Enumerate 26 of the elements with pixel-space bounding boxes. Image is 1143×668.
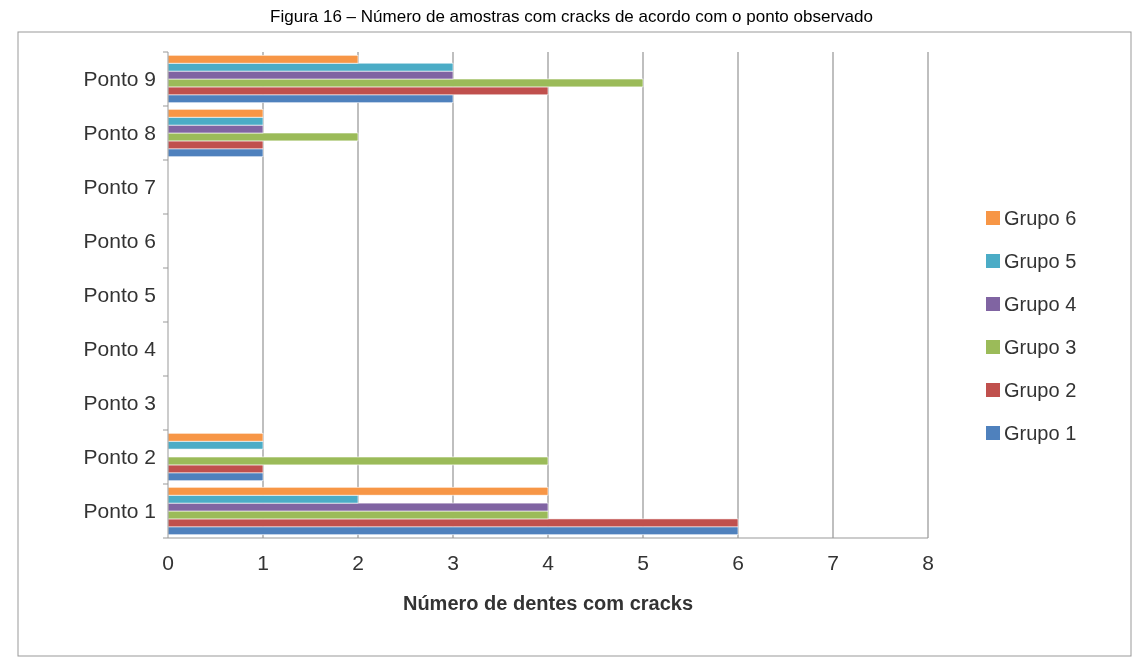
x-tick-label: 4 <box>542 551 555 574</box>
legend-label: Grupo 1 <box>1004 422 1077 444</box>
y-tick-label: Ponto 5 <box>83 283 156 307</box>
x-tick-label: 5 <box>637 551 649 574</box>
x-tick-label: 0 <box>162 551 174 574</box>
y-tick-label: Ponto 8 <box>83 121 156 145</box>
x-tick-label: 2 <box>352 551 364 574</box>
legend-label: Grupo 6 <box>1004 207 1077 229</box>
x-tick-label: 7 <box>827 551 839 574</box>
legend-label: Grupo 4 <box>1004 293 1077 315</box>
x-tick-label: 8 <box>922 551 934 574</box>
y-tick-label: Ponto 6 <box>83 229 156 253</box>
y-tick-label: Ponto 2 <box>83 445 156 469</box>
legend-label: Grupo 3 <box>1004 336 1077 358</box>
y-tick-label: Ponto 1 <box>83 499 156 523</box>
y-tick-label: Ponto 4 <box>83 337 157 361</box>
x-axis-title: Número de dentes com cracks <box>402 592 694 614</box>
y-tick-label: Ponto 7 <box>83 175 156 199</box>
x-tick-label: 6 <box>732 551 744 574</box>
y-tick-label: Ponto 9 <box>83 67 156 91</box>
x-tick-label: 3 <box>447 551 459 574</box>
legend-label: Grupo 5 <box>1004 250 1077 272</box>
y-tick-label: Ponto 3 <box>83 391 156 415</box>
x-tick-label: 1 <box>257 551 269 574</box>
legend-label: Grupo 2 <box>1004 379 1077 401</box>
chart-title: Figura 16 – Número de amostras com cracks de acordo com o ponto observado <box>270 7 873 26</box>
